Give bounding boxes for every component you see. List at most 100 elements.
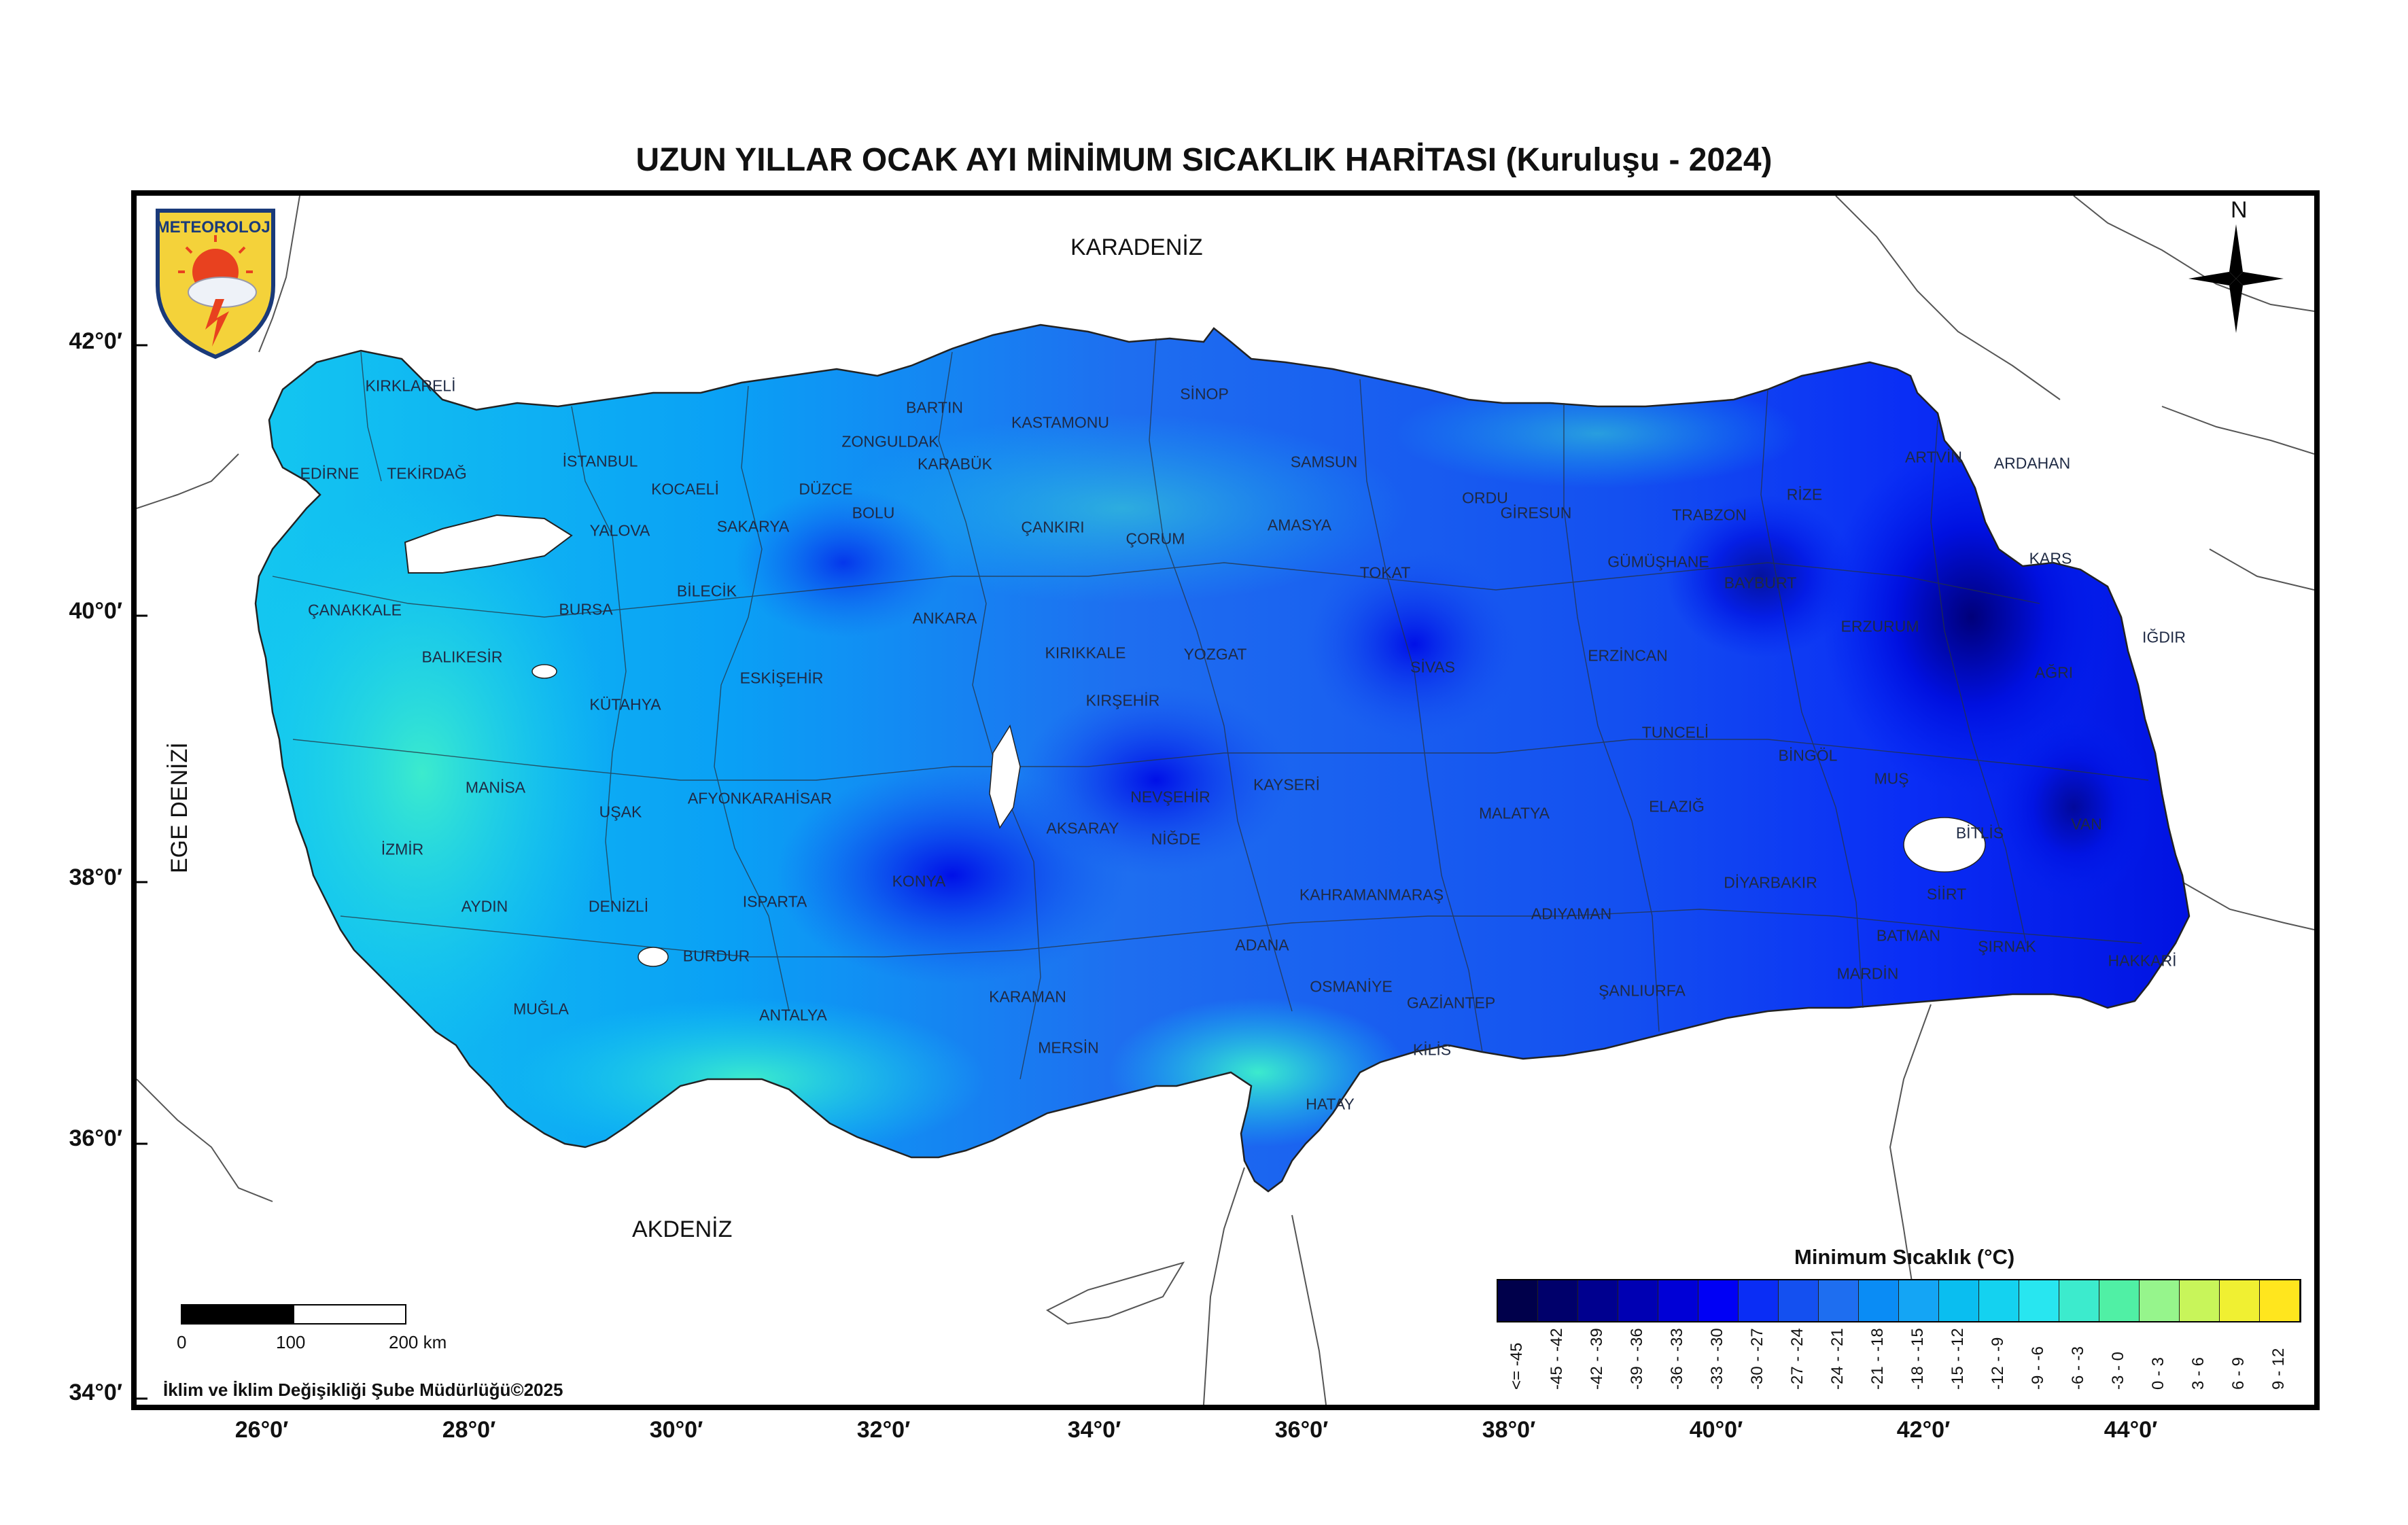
legend-swatch [1939,1280,1979,1321]
province-label: MUĞLA [513,1000,569,1018]
province-label: ADIYAMAN [1531,905,1612,923]
sea-label-karadeniz: KARADENİZ [1070,234,1203,260]
province-label: BURSA [559,600,613,618]
province-label: MARDİN [1836,964,1899,983]
legend-swatch [1899,1280,1939,1321]
province-label: HAKKARİ [2108,951,2177,970]
map-title: UZUN YILLAR OCAK AYI MİNİMUM SICAKLIK HA… [635,142,1773,178]
province-label: ARDAHAN [1993,454,2071,472]
province-label: ESKİŞEHİR [739,669,824,687]
province-label: DENİZLİ [588,897,649,915]
province-label: BOLU [852,504,895,522]
legend-label: 9 - 12 [2269,1348,2288,1390]
province-label: AYDIN [461,897,508,915]
province-label: GÜMÜŞHANE [1607,553,1709,571]
legend-label: -45 - -42 [1548,1328,1566,1390]
legend-label: -3 - 0 [2109,1351,2127,1390]
province-label: ADANA [1235,936,1289,954]
graticule-ticks [137,344,147,1400]
province-label: NEVŞEHİR [1130,788,1210,806]
province-label: SAMSUN [1290,453,1358,471]
scale-label-0: 0 [177,1332,187,1352]
logo-text: METEOROLOJİ [156,218,275,236]
longitude-label-38: 38°0′ [1482,1417,1536,1443]
legend-swatch [2180,1280,2220,1321]
legend-swatch [2260,1280,2300,1321]
province-label: ŞIRNAK [1978,937,2036,956]
latitude-label-40: 40°0′ [69,598,122,624]
province-label: İZMİR [381,840,424,858]
province-label: KARS [2029,549,2072,567]
province-label: SİVAS [1410,658,1456,676]
scale-bar [181,1304,406,1325]
longitude-label-40: 40°0′ [1689,1417,1743,1443]
province-label: KARAMAN [989,987,1066,1006]
province-label: MERSİN [1038,1038,1099,1057]
latitude-label-38: 38°0′ [69,864,122,890]
province-label: SİİRT [1926,885,1967,903]
province-label: ARTVİN [1905,448,1962,466]
legend-label: -33 - -30 [1708,1328,1726,1390]
province-label: IĞDIR [2142,628,2186,646]
province-label: GİRESUN [1500,504,1572,522]
province-label: HATAY [1306,1095,1355,1113]
scale-label-200: 200 km [389,1332,447,1352]
province-label: AKSARAY [1046,819,1119,837]
sea-label-ege: EGE DENİZİ [167,742,192,873]
legend-swatch [1498,1280,1538,1321]
legend-swatch [2059,1280,2099,1321]
legend-label: -21 - -18 [1868,1328,1887,1390]
legend-swatch [1658,1280,1698,1321]
longitude-label-34: 34°0′ [1067,1417,1121,1443]
province-label: İSTANBUL [562,452,638,470]
province-label: ÇANAKKALE [307,601,402,619]
province-borders [272,338,2149,1080]
province-label: EDİRNE [300,464,360,483]
latitude-label-42: 42°0′ [69,328,122,354]
province-label: DÜZCE [799,480,853,498]
province-label: TRABZON [1672,506,1747,524]
province-label: GAZİANTEP [1406,994,1496,1012]
lake-van [1903,817,1986,873]
legend-label: -6 - -3 [2069,1346,2087,1390]
sea-label-akdeniz: AKDENİZ [632,1216,733,1242]
province-label: KAYSERİ [1253,775,1320,794]
longitude-label-42: 42°0′ [1896,1417,1951,1443]
compass-rose-icon [2188,224,2284,333]
province-label: SAKARYA [716,517,790,536]
province-label: BARTIN [906,398,963,417]
legend-label: <= -45 [1507,1342,1526,1390]
latitude-label-36: 36°0′ [69,1125,122,1151]
province-label: OSMANİYE [1310,977,1393,996]
legend-label: -9 - -6 [2029,1346,2047,1390]
province-label: YALOVA [589,521,650,540]
legend-title: Minimum Sıcaklık (°C) [1794,1245,2015,1269]
province-label: AĞRI [2034,663,2074,682]
legend-swatch [1698,1280,1739,1321]
province-label: ORDU [1462,489,1508,507]
legend-swatch [1739,1280,1779,1321]
province-label: ELAZIĞ [1649,797,1705,816]
marmara-sea [404,514,573,574]
province-label: ISPARTA [742,892,807,911]
legend-swatch [1859,1280,1899,1321]
province-label: BURDUR [682,947,750,965]
map-frame [131,190,2320,1410]
legend-swatch [1979,1280,2019,1321]
province-label: VAN [2071,815,2102,833]
province-label: BİTLİS [1955,824,2004,842]
province-label: KIRŞEHİR [1085,691,1160,709]
longitude-label-36: 36°0′ [1274,1417,1329,1443]
province-label: KAHRAMANMARAŞ [1299,886,1444,904]
province-label: MUŞ [1874,769,1909,788]
map-canvas [137,196,2314,1405]
province-label: ÇANKIRI [1021,518,1085,536]
legend-label: -24 - -21 [1828,1328,1847,1390]
province-label: DİYARBAKIR [1724,873,1817,892]
credit-text: İklim ve İklim Değişikliği Şube Müdürlüğ… [163,1380,563,1400]
legend-label: -18 - -15 [1908,1328,1927,1390]
meteoroloji-logo-icon: METEOROLOJİ [156,209,275,360]
longitude-label-28: 28°0′ [442,1417,496,1443]
province-label: NİĞDE [1151,830,1201,848]
legend-swatch [1538,1280,1578,1321]
